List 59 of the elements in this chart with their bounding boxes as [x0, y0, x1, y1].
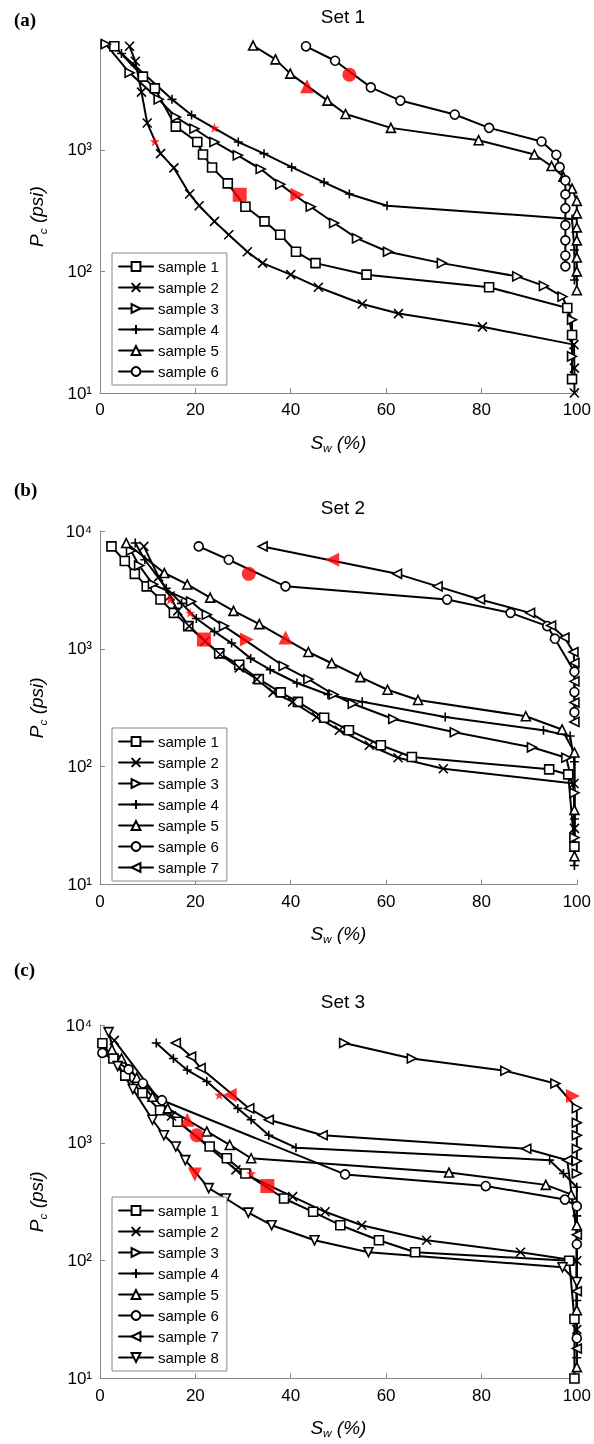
- x-tick-label: 40: [281, 400, 301, 419]
- x-tick-label: 60: [376, 1385, 396, 1405]
- legend-label: sample 3: [158, 775, 219, 792]
- y-axis-title: Pc (psi): [26, 1171, 49, 1233]
- x-tick-label: 60: [376, 891, 396, 911]
- y-tick-label: 10²: [67, 1251, 93, 1271]
- x-tick-label: 20: [185, 400, 205, 419]
- y-axis-title: Pc (psi): [26, 677, 49, 739]
- x-tick-label: 0: [95, 1385, 105, 1405]
- y-tick-label: 10¹: [67, 383, 93, 403]
- legend-label: sample 7: [158, 859, 219, 876]
- x-tick-label: 40: [281, 1385, 301, 1405]
- y-tick-label: 10³: [67, 639, 93, 659]
- legend-label: sample 3: [158, 1244, 219, 1261]
- legend-label: sample 3: [158, 300, 219, 317]
- legend-label: sample 5: [158, 342, 219, 359]
- y-tick-label: 10⁴: [65, 521, 92, 541]
- x-tick-label: 80: [471, 400, 491, 419]
- text: (c): [14, 959, 36, 981]
- x-tick-label: 20: [185, 891, 205, 911]
- y-tick-label: 10¹: [67, 875, 93, 895]
- legend-label: sample 2: [158, 1223, 219, 1240]
- legend-label: sample 4: [158, 796, 219, 813]
- y-tick-label: 10³: [67, 140, 93, 160]
- y-tick-label: 10³: [67, 1133, 93, 1153]
- x-tick-label: 100: [562, 891, 592, 911]
- y-tick-label: 10²: [67, 757, 93, 777]
- legend-label: sample 6: [158, 363, 219, 380]
- y-axis-title: Pc (psi): [26, 186, 49, 247]
- x-tick-label: 20: [185, 1385, 205, 1405]
- y-tick-label: 10²: [67, 261, 93, 281]
- legend-label: sample 4: [158, 321, 219, 338]
- legend-label: sample 2: [158, 754, 219, 771]
- legend-label: sample 2: [158, 279, 219, 296]
- x-tick-label: 0: [95, 891, 105, 911]
- x-tick-label: 60: [376, 400, 396, 419]
- legend-label: sample 7: [158, 1328, 219, 1345]
- legend-label: sample 8: [158, 1349, 219, 1366]
- legend-label: sample 1: [158, 733, 219, 750]
- x-tick-label: 40: [281, 891, 301, 911]
- x-tick-label: 100: [562, 400, 592, 419]
- legend-label: sample 5: [158, 1286, 219, 1303]
- x-tick-label: 80: [471, 891, 491, 911]
- text: (a): [14, 9, 37, 31]
- text: (b): [14, 479, 38, 501]
- legend-label: sample 4: [158, 1265, 219, 1282]
- legend-label: sample 1: [158, 258, 219, 275]
- y-tick-label: 10¹: [67, 1369, 93, 1389]
- x-tick-label: 0: [95, 400, 105, 419]
- chart-title: Set 1: [320, 6, 366, 27]
- x-tick-label: 80: [471, 1385, 491, 1405]
- x-tick-label: 100: [562, 1385, 592, 1405]
- y-tick-label: 10⁴: [65, 1015, 92, 1035]
- chart-title: Set 3: [320, 991, 366, 1012]
- legend-label: sample 1: [158, 1202, 219, 1219]
- chart-title: Set 2: [320, 497, 366, 518]
- legend-label: sample 6: [158, 838, 219, 855]
- legend-label: sample 5: [158, 817, 219, 834]
- legend-label: sample 6: [158, 1307, 219, 1324]
